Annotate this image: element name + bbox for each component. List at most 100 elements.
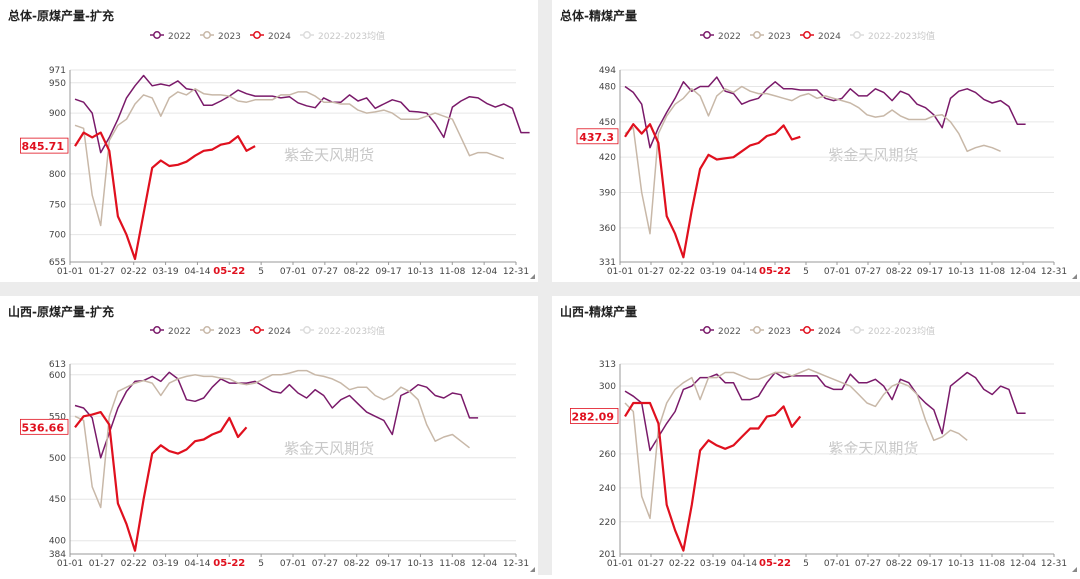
legend-item-2022-2023均值[interactable]: 2022-2023均值 — [850, 30, 935, 42]
y-tick-label: 400 — [49, 537, 66, 547]
x-tick-label: 01-01 — [57, 267, 83, 277]
x-tick-label: 11-08 — [439, 559, 465, 569]
series-line-2024 — [74, 131, 256, 261]
legend: 2022 2023 2024 2022-2023均值 — [150, 325, 385, 337]
legend-item-2024[interactable]: 2024 — [800, 326, 841, 337]
x-tick-label: 03-19 — [152, 267, 178, 277]
legend-label: 2024 — [268, 327, 291, 337]
legend-item-2023[interactable]: 2023 — [750, 31, 791, 42]
x-tick-label: 12-04 — [471, 559, 497, 569]
x-tick-label: 07-27 — [312, 267, 338, 277]
watermark: 紫金天风期货 — [284, 439, 374, 457]
legend-item-2022[interactable]: 2022 — [150, 31, 191, 42]
x-tick-label: 02-22 — [121, 267, 147, 277]
series-line-2023 — [74, 88, 505, 227]
x-tick-label: 07-01 — [824, 267, 850, 277]
legend-marker — [703, 31, 711, 39]
legend-marker — [153, 326, 161, 334]
x-tick-label: 08-22 — [886, 559, 912, 569]
legend-label: 2022 — [168, 327, 191, 337]
x-tick-label: 10-13 — [407, 559, 433, 569]
series-line-2022 — [624, 371, 1026, 452]
y-tick-label: 971 — [49, 66, 66, 76]
resize-handle-icon[interactable] — [530, 274, 535, 279]
legend-item-2024[interactable]: 2024 — [800, 31, 841, 42]
y-tick-label: 800 — [49, 170, 66, 180]
legend-label: 2024 — [818, 327, 841, 337]
x-tick-label: 01-27 — [89, 267, 115, 277]
legend-item-2022[interactable]: 2022 — [700, 31, 741, 42]
legend-item-2024[interactable]: 2024 — [250, 326, 291, 337]
series-line-2024 — [624, 401, 802, 552]
legend-label: 2022-2023均值 — [318, 30, 385, 42]
legend-marker — [253, 31, 261, 39]
x-tick-label: 09-17 — [375, 267, 401, 277]
chart-panel-4: 山西-精煤产量 2022 2023 2024 2022-2023均值 紫金天风期货 201 2… — [552, 296, 1080, 575]
legend-item-2024[interactable]: 2024 — [250, 31, 291, 42]
y-tick-label: 655 — [49, 258, 66, 268]
x-tick-label: 08-22 — [344, 267, 370, 277]
legend-item-2022-2023均值[interactable]: 2022-2023均值 — [300, 30, 385, 42]
watermark: 紫金天风期货 — [828, 146, 918, 164]
series-line-2022 — [74, 371, 479, 459]
x-tick-label: 5 — [803, 267, 809, 277]
y-tick-label: 384 — [49, 550, 66, 560]
x-tick-label: 05-22 — [213, 558, 245, 569]
y-tick-label: 220 — [599, 518, 616, 528]
chart-title: 山西-原煤产量-扩充 — [8, 304, 114, 319]
legend-item-2022-2023均值[interactable]: 2022-2023均值 — [300, 325, 385, 337]
legend-label: 2022-2023均值 — [868, 30, 935, 42]
legend-label: 2024 — [818, 32, 841, 42]
legend-label: 2022 — [718, 32, 741, 42]
y-tick-label: 201 — [599, 550, 616, 560]
legend-item-2022-2023均值[interactable]: 2022-2023均值 — [850, 325, 935, 337]
x-tick-label: 04-14 — [184, 559, 210, 569]
legend-marker — [153, 31, 161, 39]
x-tick-label: 07-27 — [855, 559, 881, 569]
chart-title: 总体-精煤产量 — [560, 8, 637, 23]
x-tick-label: 12-04 — [1010, 559, 1036, 569]
x-tick-label: 04-14 — [731, 559, 757, 569]
y-tick-label: 613 — [49, 360, 66, 370]
legend-marker — [303, 326, 311, 334]
resize-handle-icon[interactable] — [530, 567, 535, 572]
legend-item-2022[interactable]: 2022 — [700, 326, 741, 337]
x-tick-label: 5 — [258, 559, 264, 569]
legend-label: 2024 — [268, 32, 291, 42]
x-tick-label: 01-27 — [638, 267, 664, 277]
legend-item-2023[interactable]: 2023 — [750, 326, 791, 337]
legend-marker — [253, 326, 261, 334]
x-tick-label: 5 — [258, 267, 264, 277]
panel-divider-horizontal — [0, 282, 1080, 296]
x-tick-label: 02-22 — [669, 559, 695, 569]
latest-value-box — [19, 137, 69, 154]
x-tick-label: 07-01 — [280, 559, 306, 569]
series-line-2023 — [624, 85, 1001, 235]
legend-label: 2023 — [218, 32, 241, 42]
resize-handle-icon[interactable] — [1072, 567, 1077, 572]
legend-marker — [803, 326, 811, 334]
latest-value-label: 845.71 — [22, 140, 64, 153]
legend-item-2023[interactable]: 2023 — [200, 326, 241, 337]
x-tick-label: 01-01 — [607, 267, 633, 277]
latest-value-box — [576, 128, 619, 145]
resize-handle-icon[interactable] — [1072, 274, 1077, 279]
legend-item-2022[interactable]: 2022 — [150, 326, 191, 337]
x-tick-label: 04-14 — [731, 267, 757, 277]
x-tick-label: 07-27 — [855, 267, 881, 277]
x-tick-label: 09-17 — [375, 559, 401, 569]
y-tick-label: 390 — [599, 189, 616, 199]
latest-value-box — [19, 418, 69, 435]
x-tick-label: 03-19 — [700, 559, 726, 569]
legend-label: 2023 — [218, 327, 241, 337]
chart-panel-2: 总体-精煤产量 2022 2023 2024 2022-2023均值 紫金天风期货 331 3… — [552, 0, 1080, 282]
legend-marker — [803, 31, 811, 39]
legend-item-2023[interactable]: 2023 — [200, 31, 241, 42]
legend: 2022 2023 2024 2022-2023均值 — [150, 30, 385, 42]
chart-panel-1: 总体-原煤产量-扩充 2022 2023 2024 2022-2023均值 紫金天风期货 6… — [0, 0, 538, 282]
x-tick-label: 10-13 — [948, 559, 974, 569]
y-tick-label: 313 — [599, 360, 616, 370]
legend-marker — [303, 31, 311, 39]
chart-title: 总体-原煤产量-扩充 — [8, 8, 114, 23]
